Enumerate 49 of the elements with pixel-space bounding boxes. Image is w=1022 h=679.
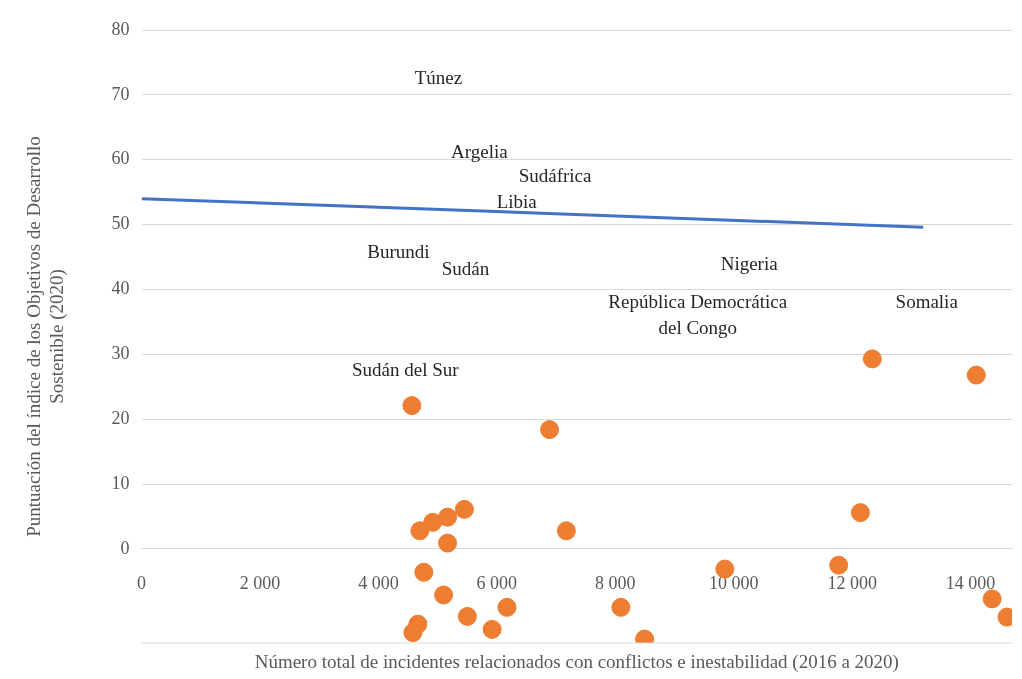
annotation: Libia <box>496 191 538 213</box>
annotation: Nigeria <box>720 252 779 274</box>
point <box>982 589 1002 609</box>
x-tick-label: 6 000 <box>476 573 518 594</box>
annotation: Somalia <box>895 291 959 313</box>
x-tick-label: 0 <box>137 573 147 594</box>
point <box>829 555 849 575</box>
y-tick-label: 60 <box>111 148 130 169</box>
x-tick-label: 10 000 <box>708 573 759 594</box>
annotation: República Democrática del Congo <box>608 291 788 339</box>
point <box>850 503 870 523</box>
annotation: Sudán <box>441 258 490 280</box>
y-tick-label: 80 <box>111 18 130 39</box>
y-tick-label: 40 <box>111 278 130 299</box>
y-tick-label: 10 <box>111 472 130 493</box>
point <box>457 606 477 626</box>
point <box>482 619 502 639</box>
point <box>497 597 517 617</box>
annotation: Argelia <box>450 141 509 163</box>
x-axis-title: Número total de incidentes relacionados con conflictos e inestabilidad (2016 a 2020) <box>254 651 899 674</box>
annotation: Túnez <box>414 67 463 89</box>
point <box>611 597 631 617</box>
x-tick-label: 4 000 <box>358 573 399 594</box>
point <box>402 396 422 416</box>
point <box>414 562 434 582</box>
point <box>556 521 576 541</box>
point <box>862 349 882 369</box>
annotation: Sudán del Sur <box>352 358 460 380</box>
annotation: Sudáfrica <box>518 165 592 187</box>
x-tick-label: 14 000 <box>945 573 996 594</box>
point <box>454 499 474 519</box>
point <box>410 521 430 541</box>
x-tick-label: 12 000 <box>827 573 877 594</box>
point <box>434 585 454 605</box>
point <box>423 512 443 532</box>
point <box>403 623 423 643</box>
point <box>540 420 560 440</box>
y-tick-label: 70 <box>111 83 130 104</box>
x-tick-label: 8 000 <box>595 573 636 594</box>
y-tick-label: 0 <box>120 537 130 558</box>
point <box>438 507 458 527</box>
y-tick-label: 20 <box>111 407 130 428</box>
x-tick-label: 2 000 <box>239 573 281 594</box>
y-tick-label: 50 <box>111 213 130 234</box>
y-axis-title: Puntuación del índice de los Objetivos de Desarrollo Sostenible (2020) <box>23 136 69 537</box>
annotation: Burundi <box>367 240 430 262</box>
point <box>438 533 458 553</box>
y-tick-label: 30 <box>111 343 130 364</box>
point <box>966 365 986 385</box>
